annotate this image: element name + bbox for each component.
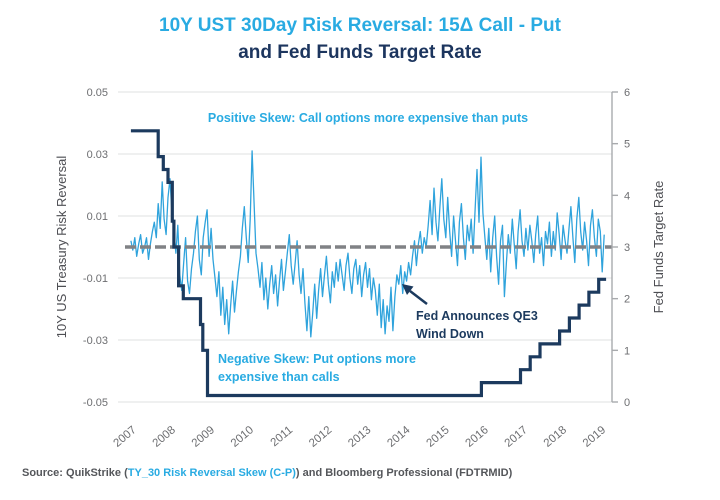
series-lines xyxy=(125,129,612,398)
svg-text:2017: 2017 xyxy=(503,424,530,450)
svg-text:-0.01: -0.01 xyxy=(83,273,108,285)
svg-text:0.01: 0.01 xyxy=(87,211,108,223)
svg-text:0: 0 xyxy=(624,397,630,409)
positive-skew-annotation: Positive Skew: Call options more expensi… xyxy=(208,111,528,125)
svg-text:-0.05: -0.05 xyxy=(83,397,108,409)
chart-title-line1: 10Y UST 30Day Risk Reversal: 15Δ Call - … xyxy=(159,15,561,36)
svg-text:2013: 2013 xyxy=(346,424,373,450)
svg-text:2014: 2014 xyxy=(385,424,413,450)
chart-svg: 0.05 0.03 0.01 -0.01 -0.03 -0.05 0 1 2 3 4 5 6 2007 20… xyxy=(54,87,666,450)
source-link[interactable]: TY_30 Risk Reversal Skew (C-P) xyxy=(127,467,296,479)
svg-text:2007: 2007 xyxy=(111,424,138,450)
qe3-annotation-line1: Fed Announces QE3 xyxy=(416,309,538,323)
svg-text:2016: 2016 xyxy=(464,424,491,450)
svg-text:2: 2 xyxy=(624,294,630,306)
svg-text:0.03: 0.03 xyxy=(87,149,108,161)
chart-title: 10Y UST 30Day Risk Reversal: 15Δ Call - … xyxy=(0,12,720,66)
chart-area: 0.05 0.03 0.01 -0.01 -0.03 -0.05 0 1 2 3 4 5 6 2007 20… xyxy=(54,87,666,450)
source-suffix: ) and Bloomberg Professional (FDTRMID) xyxy=(295,467,513,479)
svg-text:2018: 2018 xyxy=(542,424,569,450)
svg-text:2009: 2009 xyxy=(190,424,217,450)
svg-text:-0.03: -0.03 xyxy=(83,335,108,347)
svg-text:2012: 2012 xyxy=(307,424,334,450)
right-axis-title: Fed Funds Target Rate xyxy=(651,181,666,314)
svg-text:1: 1 xyxy=(624,345,630,357)
negative-skew-annotation-line1: Negative Skew: Put options more xyxy=(218,352,416,366)
svg-text:6: 6 xyxy=(624,87,630,99)
fed-funds-series xyxy=(130,129,607,398)
source-prefix: Source: QuikStrike ( xyxy=(22,467,128,479)
svg-text:2019: 2019 xyxy=(581,424,608,450)
left-axis-title: 10Y US Treasury Risk Reversal xyxy=(54,156,69,339)
svg-text:4: 4 xyxy=(624,190,630,202)
svg-text:2011: 2011 xyxy=(269,424,296,449)
svg-text:3: 3 xyxy=(624,242,630,254)
svg-text:2008: 2008 xyxy=(151,424,178,450)
source-line: Source: QuikStrike (TY_30 Risk Reversal … xyxy=(22,467,512,479)
svg-text:2015: 2015 xyxy=(424,424,451,450)
negative-skew-annotation-line2: expensive than calls xyxy=(218,370,340,384)
svg-text:5: 5 xyxy=(624,139,630,151)
svg-text:0.05: 0.05 xyxy=(87,87,108,99)
chart-title-line2: and Fed Funds Target Rate xyxy=(238,42,482,63)
gridlines xyxy=(118,91,612,403)
svg-text:2010: 2010 xyxy=(229,424,256,450)
qe3-annotation-line2: Wind Down xyxy=(416,327,484,341)
qe3-arrow-icon xyxy=(402,284,428,305)
